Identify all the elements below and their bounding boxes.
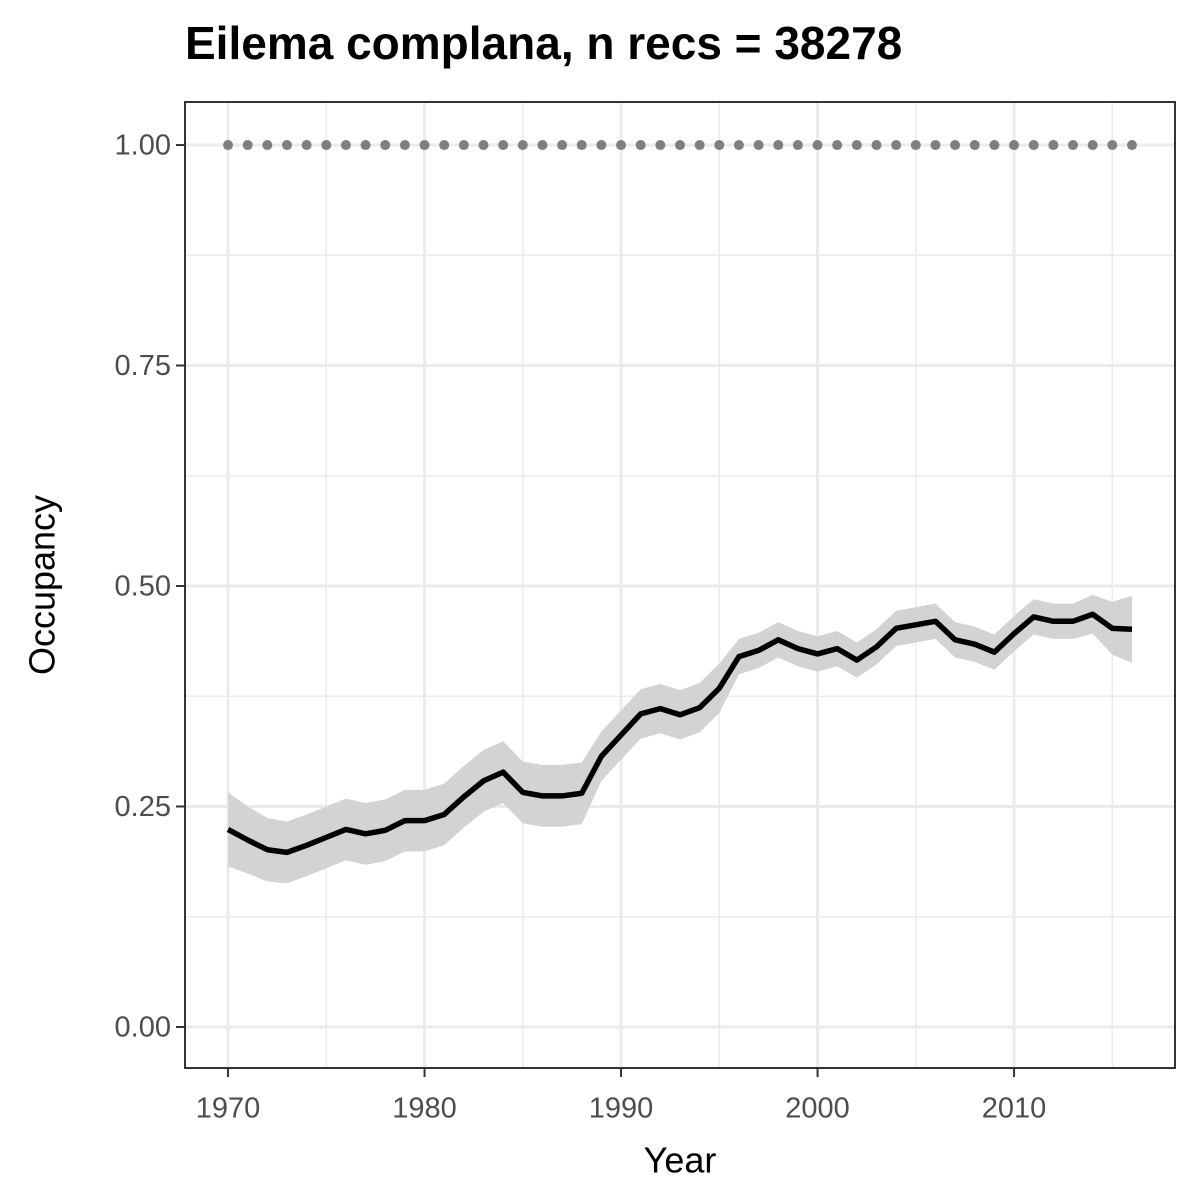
point bbox=[360, 140, 371, 151]
point bbox=[733, 140, 744, 151]
point bbox=[321, 140, 332, 151]
point bbox=[478, 140, 489, 151]
point bbox=[891, 140, 902, 151]
point bbox=[950, 140, 961, 151]
point bbox=[714, 140, 725, 151]
x-tick-label: 1980 bbox=[392, 1093, 457, 1125]
chart-title: Eilema complana, n recs = 38278 bbox=[185, 17, 902, 69]
point bbox=[910, 140, 921, 151]
point bbox=[930, 140, 941, 151]
point bbox=[694, 140, 705, 151]
point bbox=[851, 140, 862, 151]
point bbox=[576, 140, 587, 151]
point bbox=[792, 140, 803, 151]
point bbox=[1048, 140, 1059, 151]
y-axis-title: Occupancy bbox=[22, 495, 63, 675]
point bbox=[419, 140, 430, 151]
y-tick-label: 0.75 bbox=[115, 350, 171, 382]
point bbox=[1107, 140, 1118, 151]
point bbox=[1087, 140, 1098, 151]
x-tick-label: 1970 bbox=[196, 1093, 261, 1125]
point bbox=[832, 140, 843, 151]
point bbox=[1009, 140, 1020, 151]
point bbox=[773, 140, 784, 151]
y-tick-label: 1.00 bbox=[115, 130, 171, 162]
point bbox=[969, 140, 980, 151]
point bbox=[242, 140, 253, 151]
point bbox=[557, 140, 568, 151]
y-tick-label: 0.50 bbox=[115, 571, 171, 603]
point bbox=[281, 140, 292, 151]
point bbox=[1068, 140, 1079, 151]
x-tick-label: 2000 bbox=[785, 1093, 850, 1125]
x-tick-label: 2010 bbox=[982, 1093, 1047, 1125]
point bbox=[380, 140, 391, 151]
point bbox=[537, 140, 548, 151]
point bbox=[1126, 140, 1137, 151]
point bbox=[616, 140, 627, 151]
x-tick-label: 1990 bbox=[589, 1093, 654, 1125]
point bbox=[498, 140, 509, 151]
point bbox=[596, 140, 607, 151]
point bbox=[223, 140, 234, 151]
point bbox=[635, 140, 646, 151]
point bbox=[989, 140, 1000, 151]
x-axis-title: Year bbox=[644, 1140, 717, 1181]
point bbox=[262, 140, 273, 151]
confidence-band bbox=[228, 594, 1132, 884]
line bbox=[226, 611, 1133, 856]
point bbox=[458, 140, 469, 151]
point bbox=[340, 140, 351, 151]
point bbox=[871, 140, 882, 151]
y-tick-label: 0.25 bbox=[115, 791, 171, 823]
y-tick-label: 0.00 bbox=[115, 1012, 171, 1044]
point bbox=[301, 140, 312, 151]
point bbox=[439, 140, 450, 151]
plot: 1970 1980 1990 2000 2010 0.00 0.25 0.50 0.75 1.00 bbox=[115, 101, 1176, 1125]
point bbox=[1028, 140, 1039, 151]
point bbox=[753, 140, 764, 151]
point bbox=[399, 140, 410, 151]
point bbox=[675, 140, 685, 151]
point bbox=[812, 140, 823, 151]
plot-border bbox=[184, 101, 1176, 1069]
point bbox=[517, 140, 528, 151]
point bbox=[655, 140, 666, 151]
